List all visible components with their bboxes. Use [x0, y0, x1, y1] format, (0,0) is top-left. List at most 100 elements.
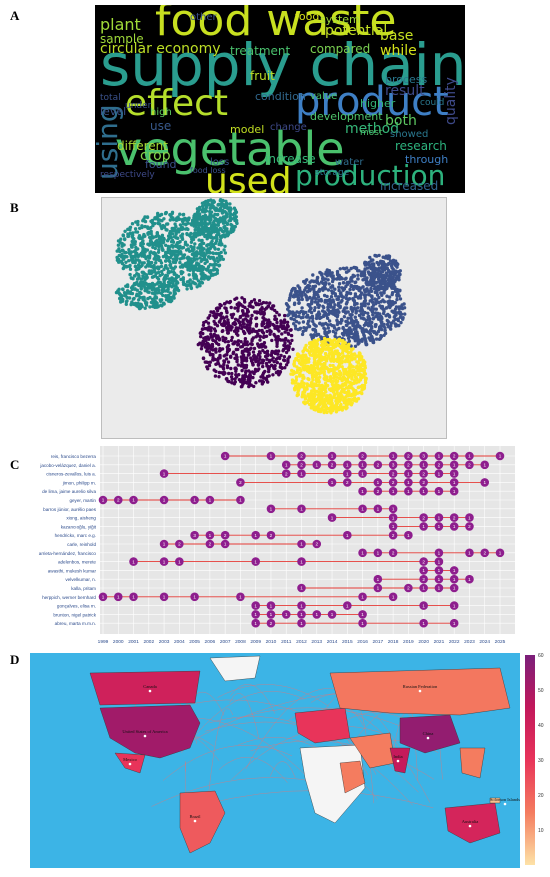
cluster-teal-point	[199, 252, 203, 256]
cluster-purple-point	[236, 342, 241, 346]
cluster-teal-point	[139, 291, 143, 295]
cluster-teal-point	[215, 213, 219, 217]
publication-dot	[434, 522, 444, 531]
cluster-teal-point	[150, 260, 154, 265]
cluster-blue-point	[370, 309, 374, 313]
cluster-teal-point	[198, 229, 202, 233]
cluster-blue-point	[367, 260, 371, 265]
cluster-purple-point	[215, 336, 219, 341]
cluster-blue-point	[360, 312, 364, 316]
publication-count: 1	[377, 480, 380, 485]
cluster-purple-point	[220, 323, 225, 327]
cluster-blue-point	[393, 307, 398, 311]
publication-count: 2	[407, 463, 410, 468]
publication-count: 1	[285, 612, 288, 617]
cluster-yellow-point	[309, 406, 313, 410]
cluster-purple-point	[234, 373, 238, 377]
publication-dot	[404, 583, 413, 593]
cloud-word: potential	[325, 23, 387, 39]
cluster-blue-point	[367, 280, 371, 285]
cluster-purple-point	[283, 326, 287, 330]
publication-count: 1	[315, 612, 318, 617]
cluster-teal-point	[161, 293, 165, 298]
cluster-teal-point	[143, 306, 147, 310]
publication-dot	[236, 592, 245, 602]
cluster-teal-point	[215, 267, 219, 272]
cluster-purple-point	[248, 323, 252, 327]
cluster-teal-point	[193, 228, 197, 232]
cluster-teal-point	[156, 277, 161, 281]
cluster-blue-point	[363, 263, 368, 267]
cluster-purple-point	[265, 329, 269, 334]
cluster-teal-point	[132, 259, 136, 263]
cluster-blue-point	[305, 326, 309, 330]
cluster-yellow-point	[362, 387, 366, 391]
publication-dot	[190, 592, 199, 602]
cluster-purple-point	[235, 359, 239, 364]
cluster-teal-point	[127, 296, 132, 300]
cluster-purple-point	[250, 370, 255, 374]
cluster-teal-point	[145, 275, 149, 280]
cluster-teal-point	[223, 244, 227, 248]
cluster-teal-point	[228, 207, 232, 212]
publication-dot	[449, 478, 459, 487]
cluster-purple-point	[278, 356, 282, 361]
publication-count: 2	[331, 463, 334, 468]
cluster-teal-point	[140, 251, 144, 256]
cluster-yellow-point	[344, 378, 349, 383]
cluster-yellow-point	[309, 380, 314, 385]
cluster-blue-point	[296, 298, 300, 302]
publication-count: 2	[300, 463, 303, 468]
cluster-blue-point	[318, 316, 322, 321]
publication-count: 2	[407, 586, 410, 591]
publication-dot	[404, 451, 413, 461]
cluster-teal-point	[133, 227, 138, 231]
cluster-teal-point	[160, 233, 165, 237]
cluster-blue-point	[327, 312, 331, 316]
cluster-purple-point	[265, 374, 270, 379]
cluster-teal-point	[171, 216, 175, 220]
cluster-blue-point	[284, 302, 289, 306]
publication-dot	[388, 530, 398, 540]
cluster-blue-point	[333, 303, 337, 307]
cluster-blue-point	[351, 287, 356, 291]
cluster-blue-point	[330, 291, 335, 295]
cluster-teal-point	[145, 215, 150, 219]
cluster-blue-point	[305, 313, 310, 317]
cluster-blue-point	[379, 291, 383, 295]
cluster-blue-point	[362, 277, 366, 282]
cluster-teal-point	[207, 243, 211, 247]
publication-count: 2	[270, 533, 273, 538]
cluster-yellow-point	[290, 378, 295, 382]
cluster-teal-point	[186, 280, 190, 284]
cluster-teal-point	[193, 242, 197, 246]
cluster-purple-point	[262, 318, 267, 322]
cluster-blue-point	[316, 301, 320, 305]
publication-count: 2	[422, 471, 425, 476]
cluster-yellow-point	[322, 385, 326, 389]
cluster-blue-point	[313, 328, 318, 332]
cluster-purple-point	[259, 379, 264, 383]
publication-dot	[343, 530, 352, 540]
cluster-teal-point	[174, 288, 179, 292]
publication-count: 1	[361, 551, 364, 556]
cluster-purple-point	[250, 342, 254, 347]
publication-count: 1	[392, 515, 395, 520]
cloud-word: process	[385, 73, 428, 86]
cluster-blue-point	[358, 296, 363, 300]
cluster-blue-point	[353, 292, 358, 296]
cluster-blue-point	[301, 310, 305, 314]
publication-dot	[388, 486, 398, 496]
cluster-blue-point	[391, 275, 395, 279]
cluster-blue-point	[387, 277, 391, 281]
publication-count: 1	[209, 533, 212, 538]
publication-count: 1	[453, 524, 456, 529]
cluster-purple-point	[286, 331, 290, 335]
cluster-purple-point	[288, 341, 292, 346]
cluster-yellow-point	[316, 349, 320, 354]
cluster-blue-point	[397, 270, 401, 274]
publication-dot	[480, 548, 490, 558]
publication-dot	[129, 495, 138, 505]
cluster-purple-point	[282, 343, 286, 348]
publication-dot	[434, 583, 444, 593]
